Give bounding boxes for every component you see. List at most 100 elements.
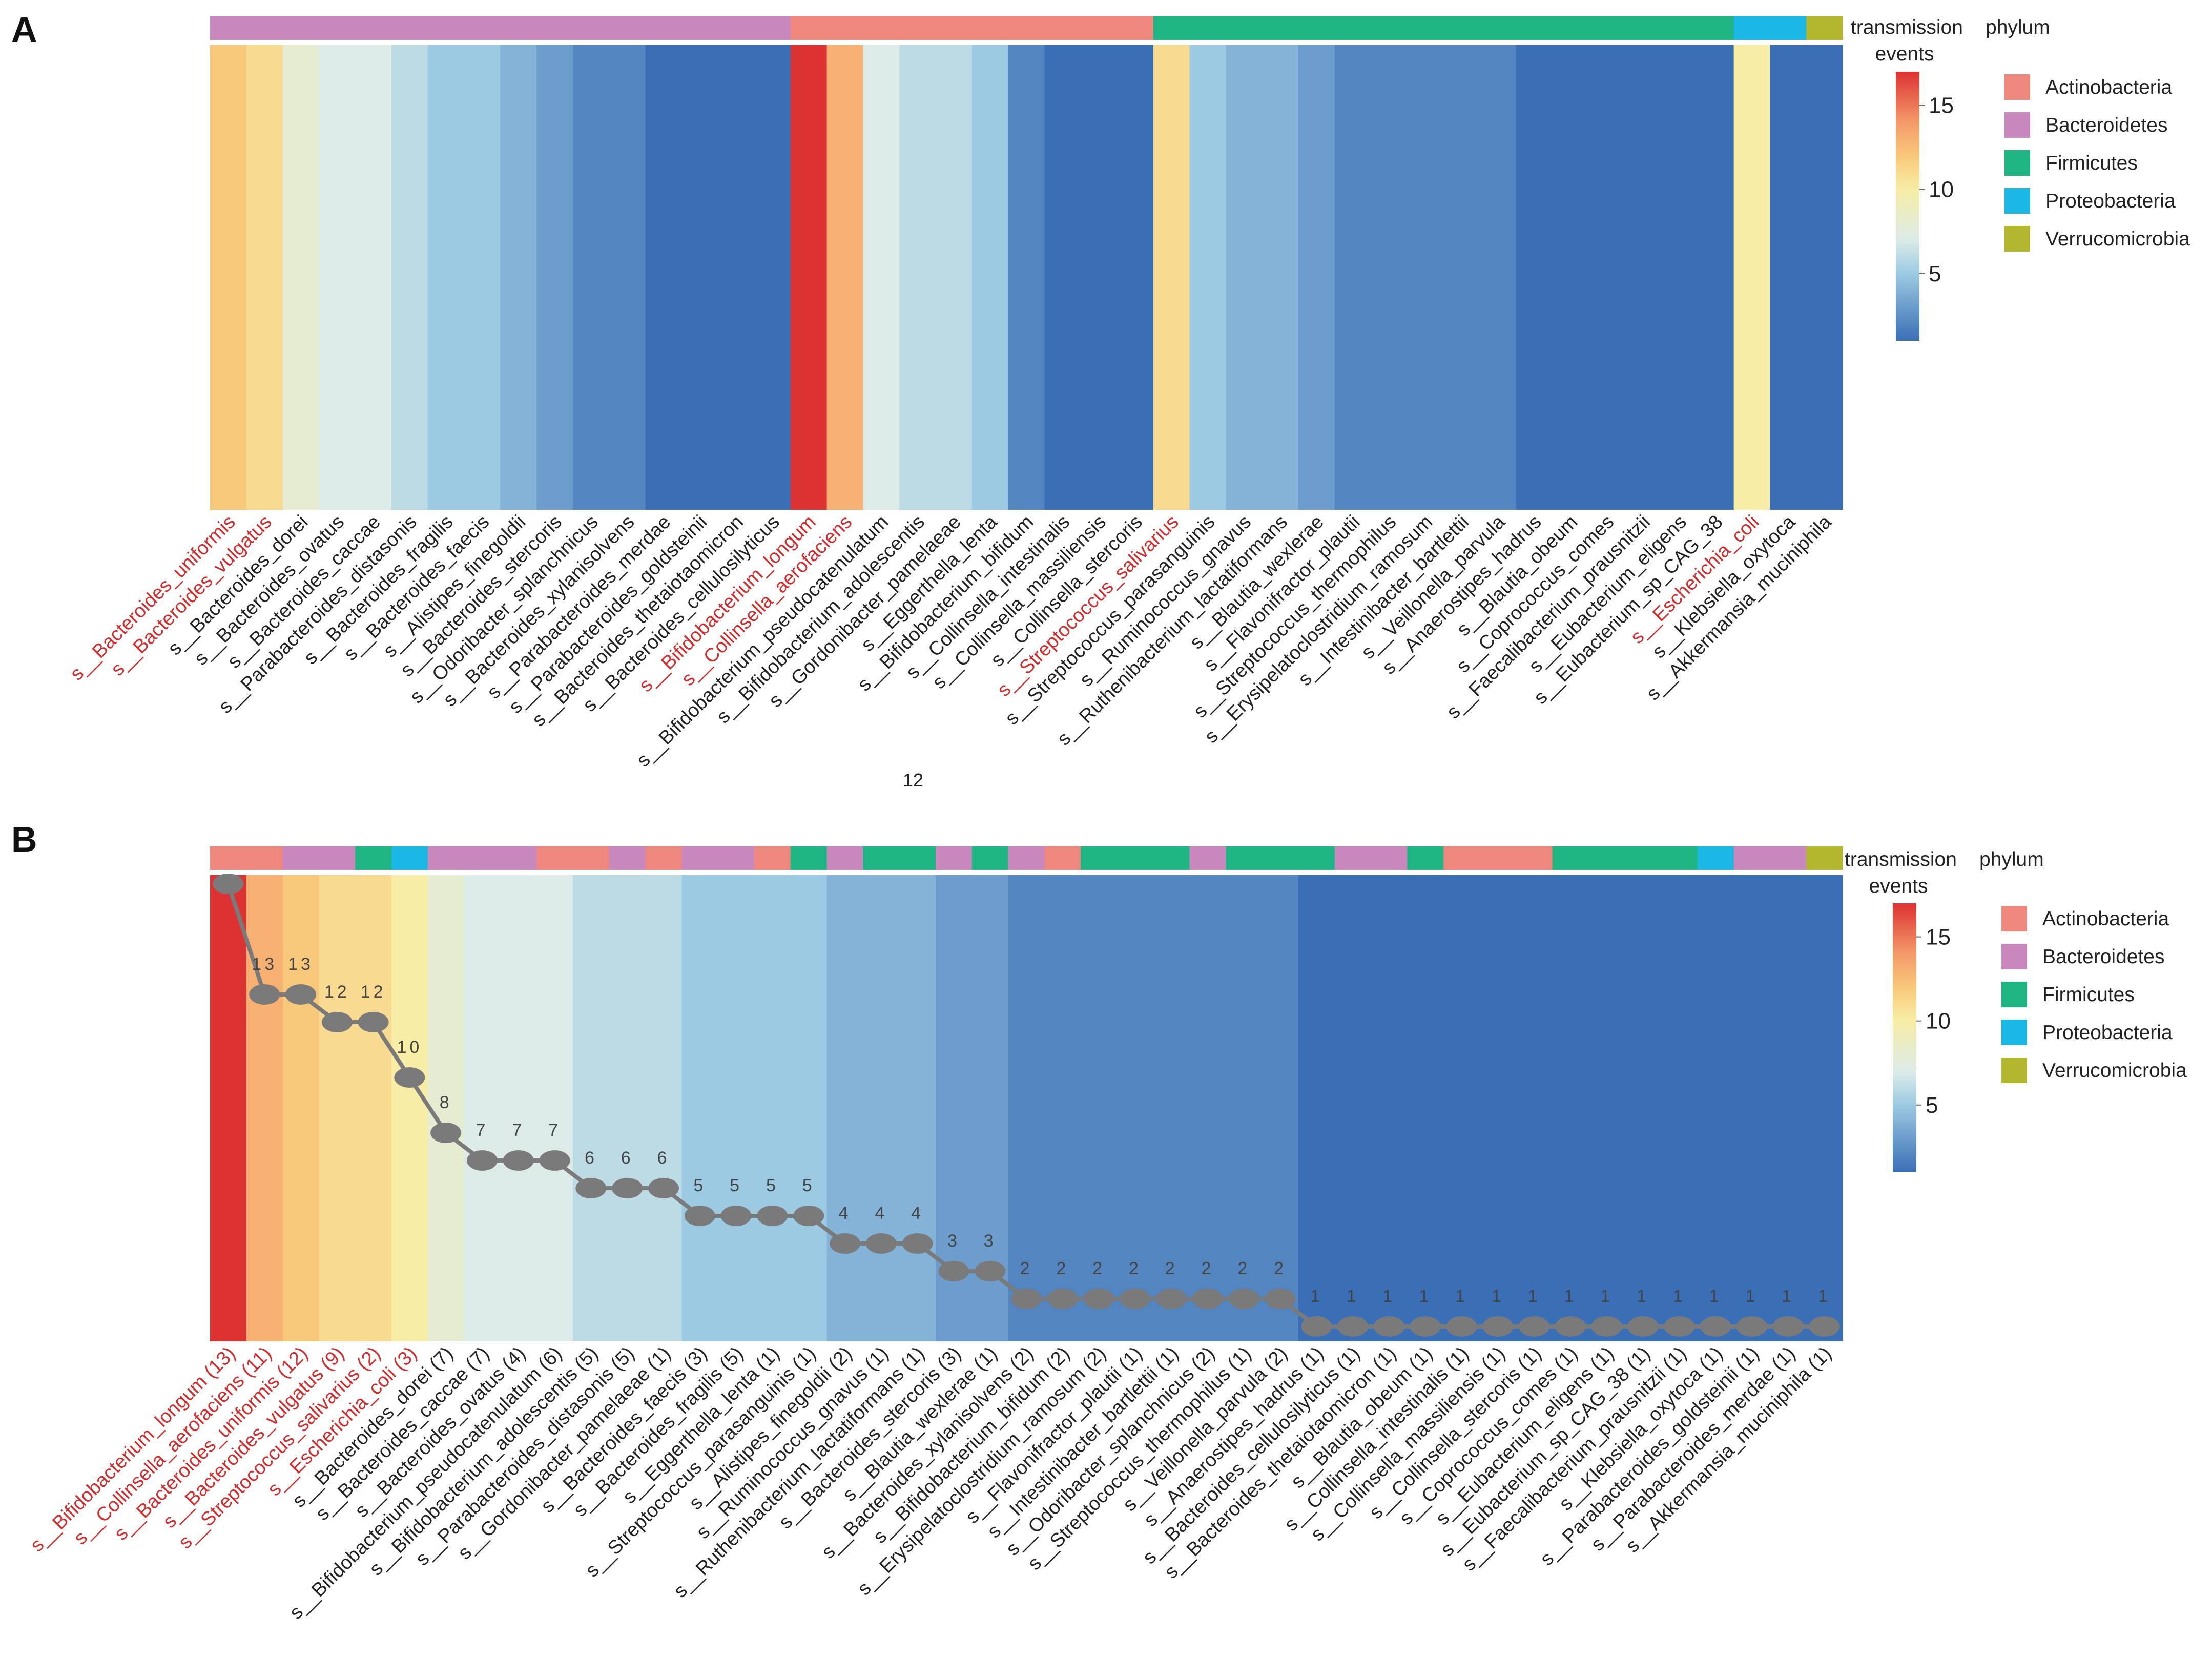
heatmap-cell xyxy=(1806,875,1843,1341)
heatmap-cell xyxy=(1407,45,1444,510)
heatmap-cell xyxy=(1117,875,1154,1341)
phylum-cell xyxy=(1044,846,1081,870)
event-point xyxy=(865,1233,897,1254)
event-label: 1 xyxy=(1600,1287,1613,1306)
event-point xyxy=(1664,1316,1695,1337)
event-point xyxy=(757,1206,788,1226)
legend-key-firmicutes xyxy=(2001,982,2027,1007)
phylum-cell xyxy=(1334,846,1372,870)
phylum-cell xyxy=(427,16,465,40)
legend-label-actinobacteria: Actinobacteria xyxy=(2045,76,2172,98)
legend-key-bacteroidetes xyxy=(2004,112,2030,138)
phylum-cell xyxy=(681,846,718,870)
heatmap-cell xyxy=(1443,45,1480,510)
event-point xyxy=(1700,1316,1731,1337)
heatmap-cell xyxy=(319,875,356,1341)
event-point xyxy=(1519,1316,1550,1337)
phylum-cell xyxy=(1770,16,1807,40)
phylum-cell xyxy=(391,846,428,870)
event-label: 5 xyxy=(802,1176,815,1195)
phylum-cell xyxy=(1117,846,1154,870)
phylum-cell xyxy=(1226,16,1263,40)
event-point xyxy=(1736,1316,1767,1337)
heatmap-cell xyxy=(1625,875,1662,1341)
phylum-cell xyxy=(863,16,900,40)
heatmap-cell xyxy=(826,45,863,510)
legend-label-proteobacteria: Proteobacteria xyxy=(2045,190,2176,212)
event-point xyxy=(1120,1289,1151,1309)
heatmap-cell xyxy=(246,875,283,1341)
phylum-cell xyxy=(1298,16,1335,40)
phylum-cell xyxy=(1552,846,1589,870)
phylum-cell xyxy=(1661,846,1698,870)
legend-key-bacteroidetes xyxy=(2001,944,2027,969)
phylum-cell xyxy=(1661,16,1698,40)
legend-label-proteobacteria: Proteobacteria xyxy=(2042,1022,2173,1044)
event-point xyxy=(503,1150,534,1171)
event-label: 6 xyxy=(657,1148,670,1168)
event-label: 2 xyxy=(1092,1259,1105,1278)
heatmap-cell xyxy=(1081,875,1118,1341)
phylum-cell xyxy=(282,16,319,40)
phylum-cell xyxy=(1153,846,1190,870)
event-label: 2 xyxy=(1165,1259,1178,1278)
phylum-cell xyxy=(609,16,646,40)
heatmap-cell xyxy=(1770,45,1807,510)
heatmap-cell xyxy=(790,45,828,510)
heatmap-cell xyxy=(427,45,465,510)
event-label: 2 xyxy=(1237,1259,1250,1278)
phylum-cell xyxy=(210,846,247,870)
phylum-cell xyxy=(1371,16,1408,40)
phylum-cell xyxy=(1008,846,1045,870)
event-label: 1 xyxy=(1673,1287,1686,1306)
phylum-cell xyxy=(1443,846,1480,870)
legend-tick-label: 15 xyxy=(1926,925,1951,950)
heatmap-cell xyxy=(863,45,900,510)
legend-label-verrucomicrobia: Verrucomicrobia xyxy=(2042,1060,2187,1082)
phylum-cell xyxy=(319,846,356,870)
legend-key-verrucomicrobia xyxy=(2001,1058,2027,1083)
phylum-cell xyxy=(282,846,319,870)
phylum-cell xyxy=(1443,16,1480,40)
phylum-cell xyxy=(1516,16,1553,40)
phylum-cell xyxy=(536,16,573,40)
legend-tick-label: 5 xyxy=(1929,261,1941,286)
heatmap-cell xyxy=(210,875,247,1341)
heatmap-cell xyxy=(573,875,610,1341)
heatmap-cell xyxy=(1189,875,1226,1341)
event-point xyxy=(1156,1289,1187,1309)
event-point xyxy=(793,1206,824,1226)
heatmap-cell xyxy=(936,45,973,510)
phylum-cell xyxy=(1189,846,1226,870)
phylum-cell xyxy=(1081,846,1118,870)
phylum-cell xyxy=(1480,846,1517,870)
phylum-cell xyxy=(500,16,537,40)
event-label: 1 xyxy=(1782,1287,1794,1306)
phylum-cell xyxy=(936,16,973,40)
phylum-cell xyxy=(790,16,828,40)
event-label: 1 xyxy=(1637,1287,1649,1306)
heatmap-cell xyxy=(1443,875,1480,1341)
heatmap-cell xyxy=(1697,45,1734,510)
phylum-cell xyxy=(790,846,828,870)
event-point xyxy=(430,1123,462,1143)
legend-label-bacteroidetes: Bacteroidetes xyxy=(2045,114,2167,136)
event-point xyxy=(684,1206,715,1226)
event-label: 1 xyxy=(1528,1287,1541,1306)
phylum-cell xyxy=(936,846,973,870)
event-label: 1 xyxy=(1419,1287,1432,1306)
heatmap-cell xyxy=(971,45,1009,510)
legend-value-title-2: events xyxy=(1869,875,1928,897)
phylum-cell xyxy=(573,16,610,40)
event-point xyxy=(1374,1316,1404,1337)
heatmap-cell xyxy=(863,875,900,1341)
event-point xyxy=(830,1233,860,1254)
event-label: 1 xyxy=(1383,1287,1396,1306)
heatmap-cell xyxy=(645,45,682,510)
legend-phylum-title: phylum xyxy=(1986,16,2050,38)
heatmap-cell xyxy=(899,875,936,1341)
event-point xyxy=(720,1206,752,1226)
legend-value-title-1: transmission xyxy=(1851,16,1963,38)
event-point xyxy=(975,1261,1006,1281)
heatmap-cell xyxy=(1298,45,1335,510)
